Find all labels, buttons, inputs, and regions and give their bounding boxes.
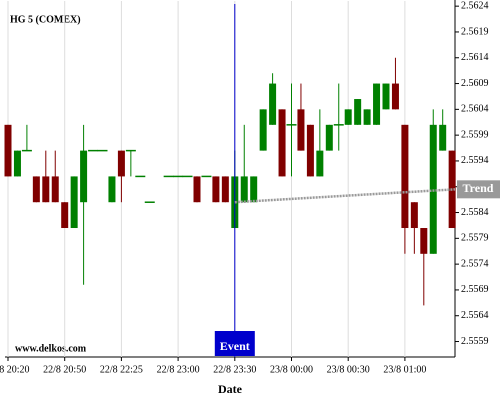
candle-body bbox=[373, 83, 381, 125]
y-tick-label: 2.5619 bbox=[461, 26, 489, 37]
candle-body bbox=[240, 176, 248, 203]
candle-body bbox=[13, 150, 21, 177]
candle-body bbox=[382, 83, 390, 110]
candle-body bbox=[108, 176, 116, 203]
trend-label: Trend bbox=[463, 181, 494, 195]
candle-body bbox=[439, 124, 447, 151]
x-tick-label: 23/8 01:00 bbox=[383, 364, 426, 375]
candle-body bbox=[32, 176, 40, 203]
candle-body bbox=[221, 176, 229, 203]
candle-body bbox=[297, 109, 305, 151]
x-tick-label: 22/8 20:20 bbox=[0, 364, 30, 375]
y-tick-label: 2.5559 bbox=[461, 336, 489, 347]
candle-body bbox=[278, 109, 286, 177]
candle-body bbox=[354, 99, 362, 125]
candle-body bbox=[429, 124, 437, 254]
y-tick-label: 2.5594 bbox=[461, 155, 489, 166]
candle-body bbox=[51, 176, 59, 203]
candle-body bbox=[401, 124, 409, 229]
y-tick-label: 2.5569 bbox=[461, 284, 489, 295]
y-tick-label: 2.5599 bbox=[461, 129, 489, 140]
event-box bbox=[214, 331, 255, 356]
chart-title: HG 5 (COMEX) bbox=[10, 14, 81, 25]
candle-body bbox=[4, 124, 12, 177]
candle-body bbox=[42, 176, 50, 203]
x-tick-label: 22/8 22:25 bbox=[100, 364, 143, 375]
trend-box bbox=[457, 180, 500, 199]
y-tick-label: 2.5564 bbox=[461, 310, 489, 321]
x-tick-label: 23/8 00:30 bbox=[327, 364, 370, 375]
y-tick-label: 2.5609 bbox=[461, 78, 489, 89]
candle-body bbox=[410, 202, 418, 229]
x-tick-label: 22/8 23:00 bbox=[157, 364, 200, 375]
watermark: www.delkos.com bbox=[15, 343, 87, 354]
candle-body bbox=[80, 150, 88, 203]
event-label: Event bbox=[220, 339, 250, 353]
candle-body bbox=[193, 176, 201, 203]
candle-body bbox=[61, 202, 69, 229]
candle-body bbox=[420, 228, 428, 254]
x-tick-label: 23/8 00:00 bbox=[270, 364, 313, 375]
candle-body bbox=[70, 176, 78, 229]
x-tick-label: 22/8 23:30 bbox=[213, 364, 256, 375]
y-tick-label: 2.5579 bbox=[461, 233, 489, 244]
candle-body bbox=[269, 83, 277, 125]
candle-body bbox=[391, 83, 399, 110]
candle-body bbox=[306, 124, 314, 177]
candle-body bbox=[259, 109, 267, 151]
candle-body bbox=[363, 109, 371, 125]
candle-body bbox=[316, 150, 324, 177]
candle-body bbox=[250, 176, 258, 203]
candle-body bbox=[212, 176, 220, 203]
trend-line bbox=[234, 188, 456, 204]
y-tick-label: 2.5614 bbox=[461, 52, 489, 63]
candle-body bbox=[325, 124, 333, 151]
x-tick-label: 22/8 20:50 bbox=[43, 364, 86, 375]
y-tick-label: 2.5584 bbox=[461, 207, 489, 218]
y-tick-label: 2.5604 bbox=[461, 104, 489, 115]
x-axis-label: Date bbox=[218, 382, 243, 396]
candle-body bbox=[344, 109, 352, 125]
y-tick-label: 2.5624 bbox=[461, 0, 489, 11]
candle-body bbox=[117, 150, 125, 177]
y-tick-label: 2.5574 bbox=[461, 258, 489, 269]
